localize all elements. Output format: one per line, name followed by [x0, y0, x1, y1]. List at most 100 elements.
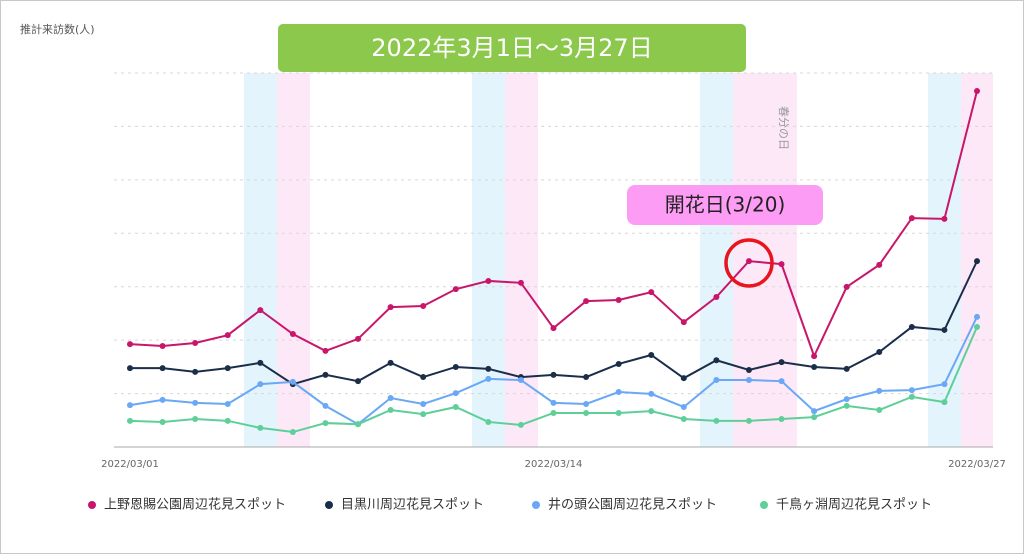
title-box — [278, 24, 746, 72]
data-point — [745, 377, 752, 384]
data-point — [322, 347, 329, 354]
legend-marker — [760, 501, 768, 509]
data-point — [485, 418, 492, 425]
saturday-band — [700, 73, 733, 447]
data-point — [257, 359, 264, 366]
data-point — [289, 378, 296, 385]
data-point — [583, 409, 590, 416]
data-point — [127, 402, 133, 409]
data-point — [778, 378, 785, 385]
data-point — [713, 357, 720, 364]
data-point — [159, 365, 166, 372]
data-point — [811, 408, 818, 415]
data-point — [778, 359, 785, 366]
data-point — [648, 390, 655, 397]
data-point — [387, 304, 394, 311]
data-point — [485, 277, 492, 284]
data-point — [583, 298, 590, 305]
data-point — [224, 332, 231, 339]
data-point — [941, 326, 948, 333]
data-point — [843, 365, 850, 372]
data-point — [192, 399, 199, 406]
data-point — [322, 402, 329, 409]
data-point — [420, 374, 427, 381]
data-point — [843, 396, 850, 403]
data-point — [713, 294, 720, 301]
data-point — [322, 371, 329, 378]
x-tick-label: 2022/03/27 — [948, 459, 1006, 470]
annotation-box — [627, 185, 823, 225]
data-point — [159, 418, 166, 425]
data-point — [322, 420, 329, 427]
data-point — [680, 319, 687, 326]
data-point — [745, 417, 752, 424]
data-point — [355, 335, 362, 342]
data-point — [974, 87, 980, 94]
data-point — [192, 415, 199, 422]
data-point — [257, 307, 264, 314]
data-point — [387, 395, 394, 402]
data-point — [843, 402, 850, 409]
data-point — [615, 409, 622, 416]
data-point — [811, 414, 818, 421]
data-point — [713, 417, 720, 424]
data-point — [387, 359, 394, 366]
data-point — [420, 411, 427, 418]
data-point — [517, 279, 524, 286]
plot: 2022/03/01 2022/03/14 2022/03/27 — [101, 87, 1006, 470]
data-point — [876, 349, 883, 356]
data-point — [745, 258, 752, 265]
data-point — [257, 381, 264, 388]
data-point — [811, 353, 818, 360]
data-point — [648, 289, 655, 296]
saturday-band — [928, 73, 961, 447]
data-point — [127, 341, 133, 348]
data-point — [876, 261, 883, 268]
legend-label: 目黒川周辺花見スポット — [341, 497, 484, 513]
data-point — [550, 325, 557, 332]
data-point — [680, 415, 687, 422]
data-point — [452, 390, 459, 397]
data-point — [355, 378, 362, 385]
data-point — [485, 365, 492, 372]
data-point — [648, 408, 655, 415]
data-point — [583, 374, 590, 381]
data-point — [387, 406, 394, 413]
data-point — [908, 393, 915, 400]
data-point — [485, 375, 492, 382]
data-point — [648, 351, 655, 358]
data-point — [159, 343, 166, 350]
legend-label: 井の頭公園周辺花見スポット — [548, 497, 717, 513]
legend-label: 上野恩賜公園周辺花見スポット — [104, 497, 286, 513]
data-point — [876, 406, 883, 413]
y-axis-label: 推計来訪数(人) — [20, 22, 95, 36]
data-point — [941, 399, 948, 406]
data-point — [745, 366, 752, 373]
holiday-label: 春分の日 — [777, 106, 790, 150]
saturday-band — [472, 73, 505, 447]
data-point — [941, 215, 948, 222]
data-point — [517, 377, 524, 384]
data-point — [680, 375, 687, 382]
legend-marker — [88, 501, 96, 509]
x-tick-label: 2022/03/14 — [525, 459, 583, 470]
legend: 上野恩賜公園周辺花見スポット 目黒川周辺花見スポット 井の頭公園周辺花見スポット 千鳥… — [88, 497, 932, 513]
data-point — [615, 360, 622, 367]
data-point — [615, 297, 622, 304]
data-point — [452, 363, 459, 370]
data-point — [583, 400, 590, 407]
data-point — [974, 258, 980, 265]
data-point — [224, 365, 231, 372]
data-point — [224, 417, 231, 424]
data-point — [192, 340, 199, 347]
data-point — [908, 215, 915, 222]
data-point — [289, 429, 296, 436]
data-point — [811, 363, 818, 370]
legend-label: 千鳥ヶ淵周辺花見スポット — [776, 497, 932, 513]
bloom-circle — [724, 238, 774, 288]
data-point — [615, 389, 622, 396]
data-point — [127, 365, 133, 372]
legend-marker — [532, 501, 540, 509]
data-point — [876, 387, 883, 394]
